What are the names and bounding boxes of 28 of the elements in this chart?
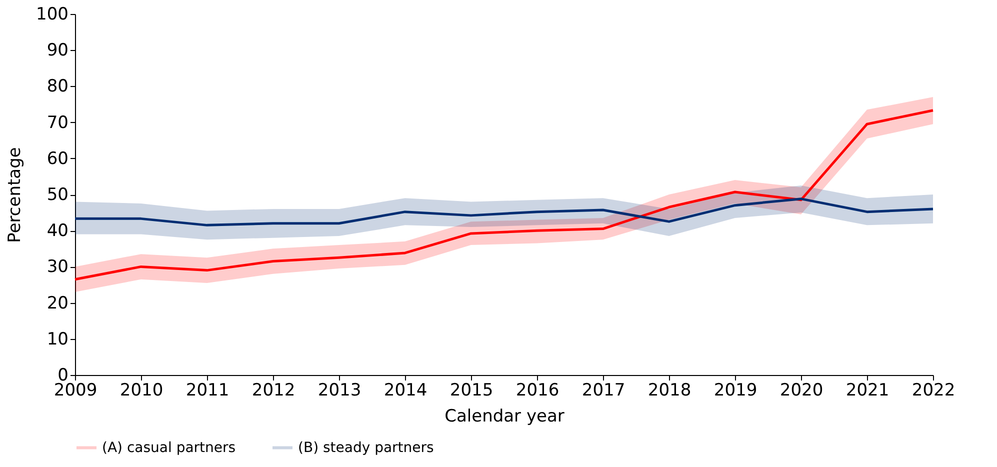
legend-label: (A) casual partners: [102, 440, 236, 456]
x-tick-label: 2018: [648, 380, 692, 400]
x-tick-label: 2019: [714, 380, 758, 400]
x-tick-label: 2021: [846, 380, 890, 400]
x-tick-label: 2011: [186, 380, 230, 400]
x-tick-label: 2016: [516, 380, 560, 400]
y-tick-label: 70: [46, 112, 68, 133]
y-tick-label: 50: [46, 185, 68, 205]
y-axis-title: Percentage: [5, 147, 26, 243]
x-tick-label: 2015: [450, 380, 494, 400]
y-tick-label: 40: [46, 221, 68, 242]
y-tick-label: 80: [46, 76, 68, 97]
x-tick-label: 2013: [318, 380, 362, 400]
y-tick-label: 30: [46, 257, 68, 278]
y-tick-label: 20: [46, 293, 68, 314]
x-tick-label: 2012: [252, 380, 296, 400]
legend-label: (B) steady partners: [298, 440, 434, 456]
x-tick-label: 2017: [582, 380, 626, 400]
x-tick-label: 2010: [120, 380, 164, 400]
line-series: [74, 198, 934, 226]
x-tick-label: 2020: [780, 380, 824, 400]
x-tick-label: 2022: [912, 380, 956, 400]
x-tick-label: 2014: [384, 380, 428, 400]
y-tick-label: 10: [46, 329, 68, 350]
y-tick-label: 100: [36, 4, 68, 24]
y-tick-label: 60: [46, 148, 68, 169]
y-tick-label: 90: [46, 40, 68, 61]
x-axis-title: Calendar year: [444, 406, 564, 426]
